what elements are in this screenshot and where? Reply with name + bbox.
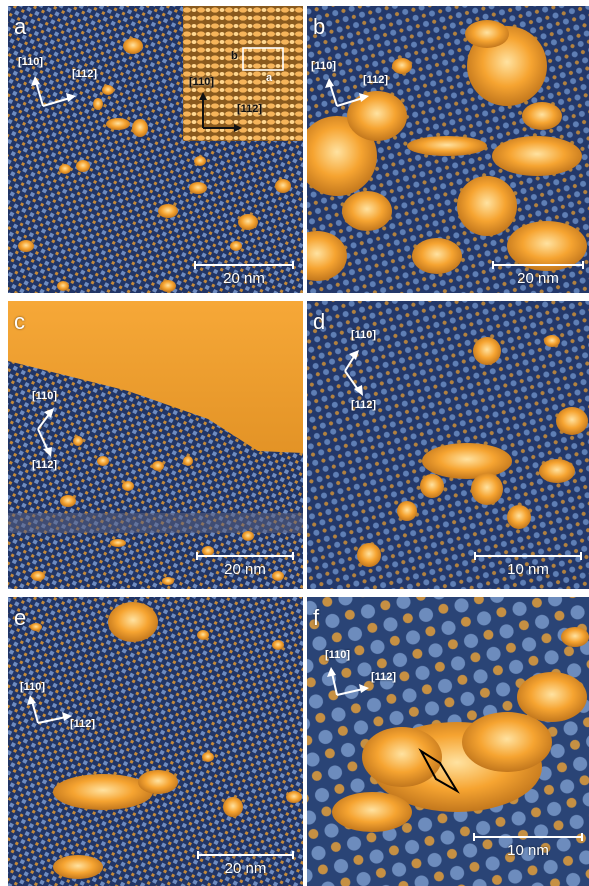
panel-c-dir-110: [110]: [32, 390, 58, 402]
panel-c-image: [8, 301, 303, 589]
panel-d-dir-112: [112]: [351, 399, 377, 411]
panel-d-scale-label: 10 nm: [507, 561, 549, 578]
panel-d-dir-110: [110]: [351, 329, 377, 341]
inset-dir-112: [112]: [237, 103, 263, 115]
panel-a: b a [110] [112] a [110] [112] 20 nm: [8, 6, 303, 293]
panel-c-dir-112: [112]: [32, 459, 58, 471]
panel-f-dir-110: [110]: [325, 649, 351, 661]
panel-e-dir-110: [110]: [20, 681, 46, 693]
panel-c-axes-icon: [37, 408, 54, 457]
panel-a-scale-label: 20 nm: [223, 270, 265, 287]
unit-cell-rhombus: [418, 748, 460, 794]
panel-b: b [110] [112] 20 nm: [307, 6, 589, 293]
panel-f-scale-label: 10 nm: [507, 842, 549, 859]
panel-b-dir-110: [110]: [311, 60, 337, 72]
panel-e-label: e: [14, 605, 27, 630]
inset-image: [183, 6, 303, 141]
inset-cell-b-label: b: [231, 50, 238, 62]
panel-b-image: [307, 6, 589, 293]
panel-b-dir-112: [112]: [363, 74, 389, 86]
panel-e-axes-icon: [27, 695, 72, 724]
panel-b-label: b: [313, 14, 326, 39]
panel-e: e [110] [112] 20 nm: [8, 597, 303, 886]
panel-d-axes-icon: [344, 350, 363, 396]
panel-f-axes-icon: [327, 667, 369, 696]
inset-dir-110: [110]: [189, 76, 215, 88]
panel-e-dir-112: [112]: [70, 718, 96, 730]
panel-f: f [110] [112] 10 nm: [307, 597, 589, 886]
inset-cell-a-label: a: [266, 72, 273, 84]
unit-cell-rectangle: [242, 47, 284, 71]
panel-a-label: a: [14, 14, 27, 39]
panel-d-image: [307, 301, 589, 589]
panel-a-dir-112: [112]: [72, 68, 98, 80]
panel-f-image: [307, 597, 589, 886]
panel-c-label: c: [14, 309, 25, 334]
panel-b-axes-icon: [325, 78, 369, 107]
panel-c-scale-label: 20 nm: [224, 561, 266, 578]
panel-a-axes-icon: [31, 76, 76, 107]
panel-f-label: f: [313, 605, 320, 630]
panel-c: c [110] [112] 20 nm: [8, 301, 303, 589]
panel-a-inset: b a [110] [112]: [183, 6, 303, 141]
panel-e-image: [8, 597, 303, 886]
panel-e-scale-label: 20 nm: [224, 860, 267, 877]
panel-a-dir-110: [110]: [18, 56, 44, 68]
panel-d-label: d: [313, 309, 326, 334]
panel-f-dir-112: [112]: [371, 671, 397, 683]
panel-d: d [110] [112] 10 nm: [307, 301, 589, 589]
panel-b-scale-label: 20 nm: [517, 270, 559, 287]
